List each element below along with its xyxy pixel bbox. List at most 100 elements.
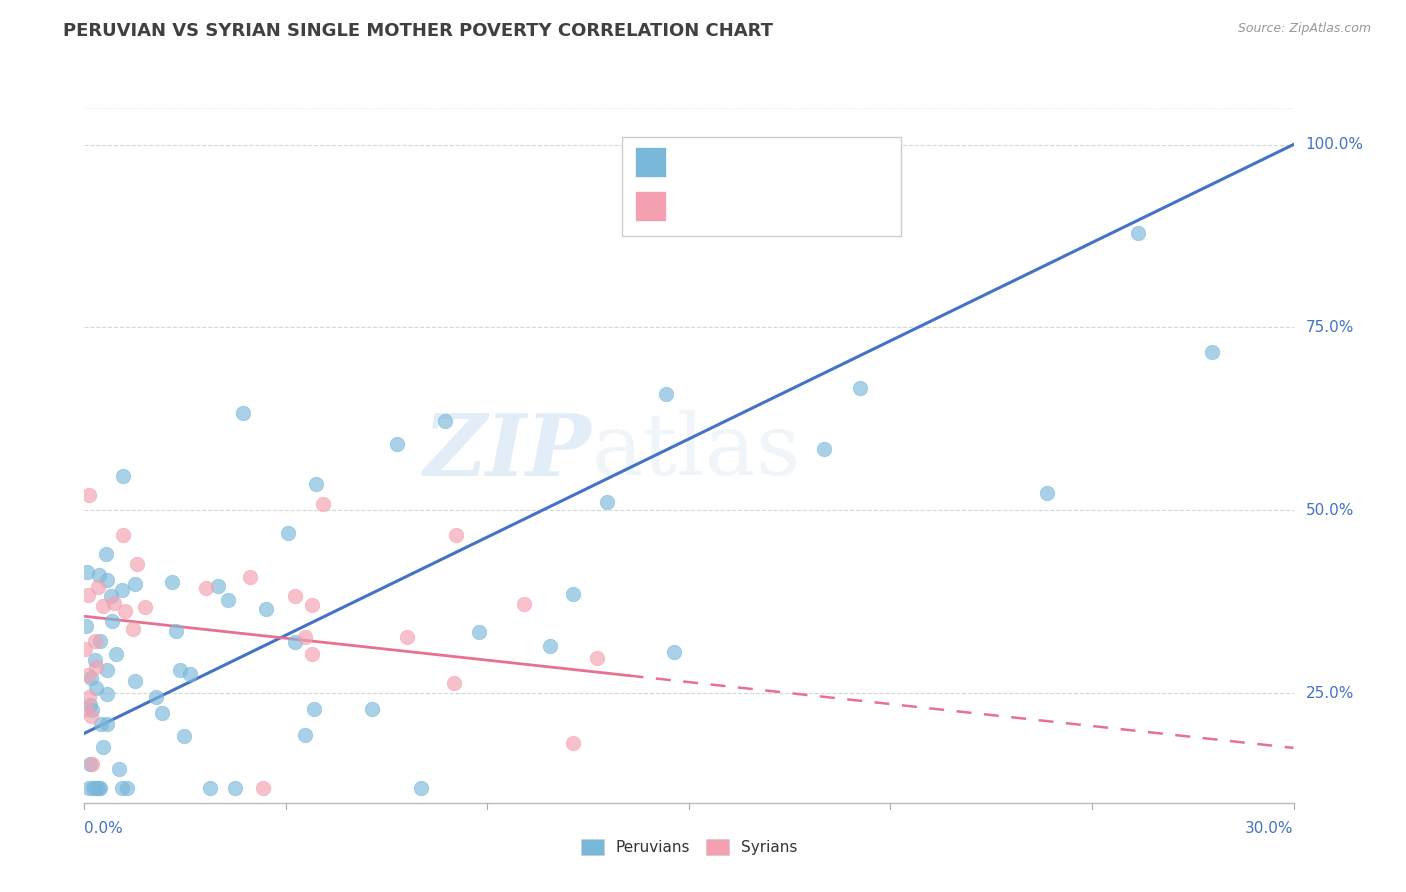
Point bbox=[108, 762, 131, 776]
Point bbox=[86, 781, 108, 796]
Point bbox=[100, 614, 122, 628]
Point bbox=[121, 623, 143, 637]
Point bbox=[96, 717, 118, 731]
Text: ZIP: ZIP bbox=[425, 410, 592, 493]
Point bbox=[77, 588, 100, 602]
Point bbox=[754, 216, 776, 230]
Text: 100.0%: 100.0% bbox=[1306, 137, 1364, 152]
Point bbox=[111, 469, 134, 483]
Point bbox=[84, 634, 107, 648]
Point bbox=[77, 488, 100, 502]
Point bbox=[284, 635, 307, 649]
Point bbox=[596, 495, 619, 509]
Point bbox=[662, 644, 685, 658]
Point bbox=[538, 639, 561, 653]
Point bbox=[82, 781, 104, 796]
Point bbox=[207, 579, 229, 593]
Point bbox=[433, 414, 456, 428]
Point bbox=[90, 716, 112, 731]
Point bbox=[311, 498, 333, 512]
Point bbox=[1201, 344, 1223, 359]
Point bbox=[87, 580, 110, 594]
Point bbox=[813, 442, 835, 456]
Text: 50.0%: 50.0% bbox=[1306, 503, 1354, 517]
Point bbox=[75, 702, 97, 716]
Point bbox=[75, 619, 97, 633]
Point bbox=[217, 592, 239, 607]
Point bbox=[1036, 485, 1059, 500]
Point bbox=[224, 781, 246, 796]
Point bbox=[1128, 226, 1150, 240]
Point bbox=[112, 528, 135, 542]
Point bbox=[198, 781, 221, 796]
Point bbox=[89, 781, 111, 796]
Text: PERUVIAN VS SYRIAN SINGLE MOTHER POVERTY CORRELATION CHART: PERUVIAN VS SYRIAN SINGLE MOTHER POVERTY… bbox=[63, 22, 773, 40]
Point bbox=[162, 574, 184, 589]
Point bbox=[301, 598, 323, 612]
Point bbox=[302, 702, 325, 716]
Point bbox=[305, 476, 328, 491]
Point bbox=[396, 630, 419, 644]
Point bbox=[409, 781, 432, 796]
Point bbox=[79, 756, 101, 771]
Point bbox=[145, 690, 167, 705]
Point bbox=[82, 702, 104, 716]
Point bbox=[87, 568, 110, 582]
Point bbox=[294, 728, 316, 742]
Text: Source: ZipAtlas.com: Source: ZipAtlas.com bbox=[1237, 22, 1371, 36]
Point bbox=[80, 757, 103, 772]
Text: R =  0.608   N = 67: R = 0.608 N = 67 bbox=[673, 153, 849, 170]
Point bbox=[86, 660, 108, 674]
Point bbox=[73, 641, 96, 656]
Point bbox=[134, 600, 156, 615]
Point bbox=[467, 624, 489, 639]
Point bbox=[124, 674, 146, 689]
Point bbox=[150, 706, 173, 721]
Point bbox=[105, 647, 128, 661]
Point bbox=[849, 381, 872, 395]
Point bbox=[114, 604, 136, 618]
Point bbox=[87, 781, 110, 796]
FancyBboxPatch shape bbox=[623, 137, 901, 235]
Point bbox=[443, 676, 465, 690]
Point bbox=[294, 630, 316, 644]
Point bbox=[91, 740, 114, 755]
Point bbox=[100, 589, 122, 603]
Text: R = -0.156   N = 32: R = -0.156 N = 32 bbox=[673, 196, 851, 214]
Point bbox=[239, 569, 262, 583]
Point bbox=[96, 663, 118, 677]
Point bbox=[179, 667, 201, 681]
Point bbox=[77, 690, 100, 704]
Text: 25.0%: 25.0% bbox=[1306, 686, 1354, 700]
Point bbox=[252, 781, 274, 796]
Point bbox=[165, 624, 187, 638]
Point bbox=[513, 598, 536, 612]
Point bbox=[96, 688, 118, 702]
Point bbox=[173, 729, 195, 743]
Point bbox=[93, 599, 115, 613]
Point bbox=[195, 581, 218, 595]
Point bbox=[79, 698, 101, 712]
Point bbox=[84, 653, 107, 667]
Point bbox=[301, 647, 323, 661]
Text: atlas: atlas bbox=[592, 410, 801, 493]
Point bbox=[232, 406, 254, 420]
Legend: Peruvians, Syrians: Peruvians, Syrians bbox=[575, 833, 803, 861]
Point bbox=[256, 601, 278, 615]
Point bbox=[76, 566, 98, 580]
Point bbox=[77, 668, 100, 682]
Point bbox=[89, 634, 111, 648]
Point bbox=[125, 558, 148, 572]
Point bbox=[586, 651, 609, 665]
Point bbox=[277, 526, 299, 541]
Point bbox=[111, 583, 134, 598]
Point bbox=[115, 781, 138, 796]
Point bbox=[360, 702, 382, 716]
Point bbox=[96, 573, 118, 587]
Text: 75.0%: 75.0% bbox=[1306, 320, 1354, 334]
Point bbox=[124, 577, 146, 591]
Point bbox=[77, 781, 100, 796]
Text: 30.0%: 30.0% bbox=[1246, 821, 1294, 836]
Text: 0.0%: 0.0% bbox=[84, 821, 124, 836]
Point bbox=[111, 781, 134, 796]
